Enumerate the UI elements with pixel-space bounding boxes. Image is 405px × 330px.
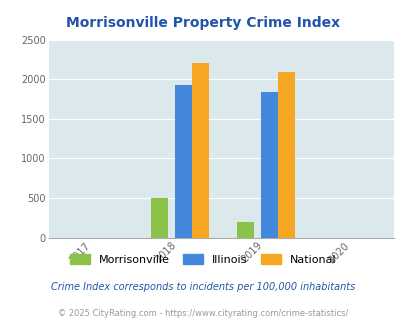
Bar xyxy=(192,63,209,238)
Bar xyxy=(150,198,167,238)
Bar xyxy=(174,85,192,238)
Legend: Morrisonville, Illinois, National: Morrisonville, Illinois, National xyxy=(65,250,340,269)
Text: Morrisonville Property Crime Index: Morrisonville Property Crime Index xyxy=(66,16,339,30)
Bar xyxy=(277,72,295,238)
Bar xyxy=(260,92,277,238)
Text: Crime Index corresponds to incidents per 100,000 inhabitants: Crime Index corresponds to incidents per… xyxy=(51,282,354,292)
Text: © 2025 CityRating.com - https://www.cityrating.com/crime-statistics/: © 2025 CityRating.com - https://www.city… xyxy=(58,309,347,318)
Bar xyxy=(236,222,254,238)
